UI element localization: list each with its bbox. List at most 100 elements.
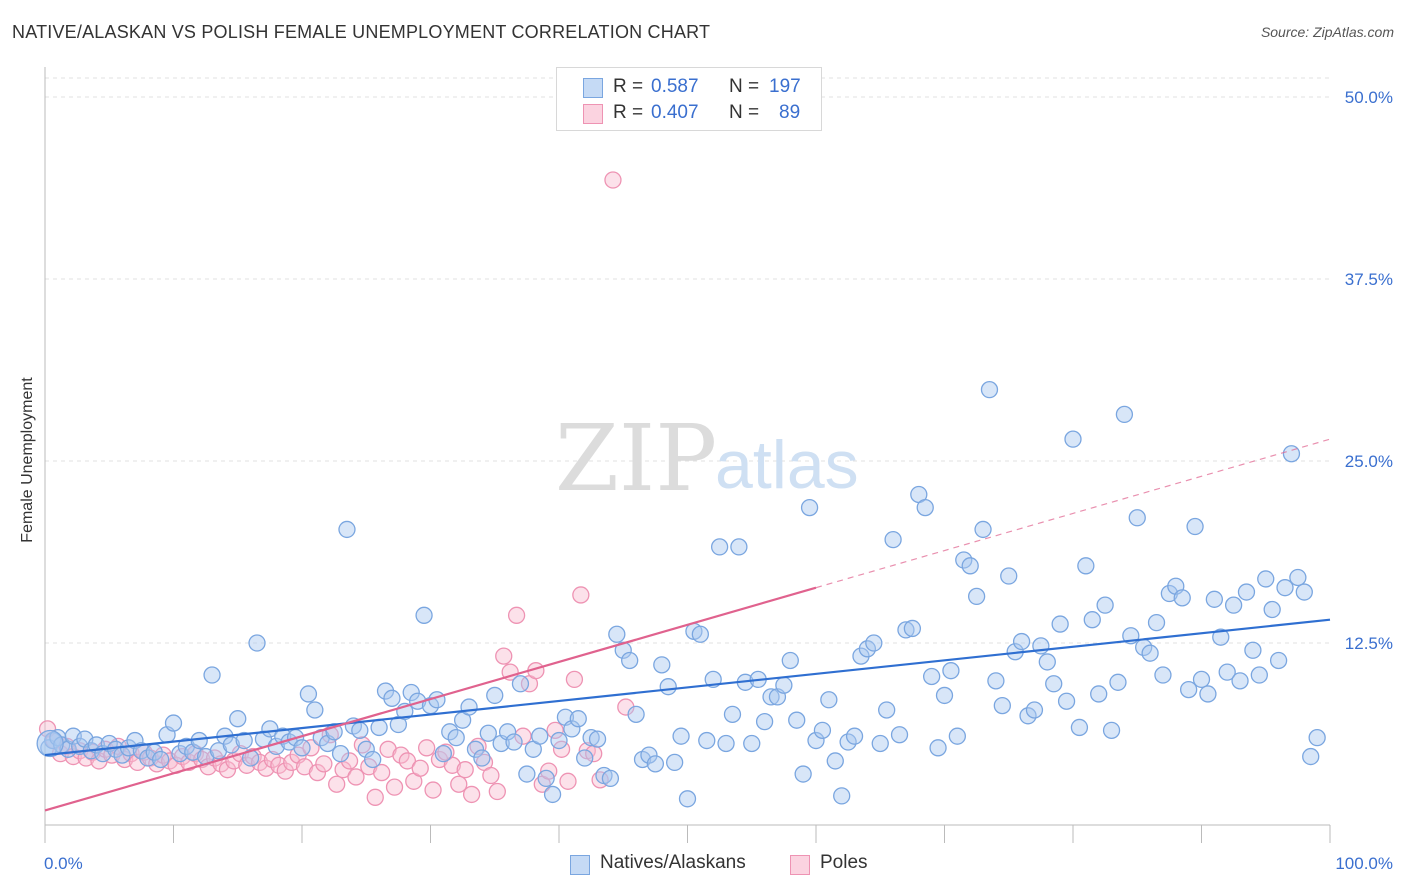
scatter-point <box>608 625 626 643</box>
scatter-point <box>640 746 658 764</box>
legend-swatch-pink <box>790 855 810 875</box>
trend-line-poles-extension <box>815 438 1331 589</box>
scatter-point <box>164 714 183 732</box>
scatter-point <box>392 746 410 764</box>
scatter-point <box>299 685 318 703</box>
scatter-point <box>498 723 517 741</box>
y-axis-title: Female Unemployment <box>19 377 36 543</box>
scatter-point <box>1012 632 1031 651</box>
scatter-point <box>257 759 275 777</box>
scatter-point <box>357 740 375 758</box>
scatter-point <box>1102 721 1121 740</box>
scatter-point <box>788 711 806 729</box>
scatter-point <box>800 498 819 517</box>
scatter-point <box>794 765 812 783</box>
scatter-point <box>576 749 594 767</box>
scatter-point <box>563 720 581 738</box>
scatter-point <box>559 772 577 790</box>
scatter-point <box>222 736 240 754</box>
scatter-point <box>370 718 388 737</box>
scatter-point <box>417 739 436 757</box>
scatter-point <box>678 790 697 808</box>
scatter-point <box>1224 596 1243 614</box>
scatter-point <box>151 750 170 769</box>
scatter-point <box>306 701 324 719</box>
y-tick-labels: 12.5% 25.0% 37.5% 50.0% <box>1345 88 1393 653</box>
scatter-point <box>505 733 523 751</box>
scatter-point <box>813 721 832 740</box>
scatter-point <box>865 634 883 652</box>
legend-r-label: R = <box>613 102 644 123</box>
scatter-point <box>723 705 742 723</box>
scatter-point <box>550 731 568 750</box>
scatter-point <box>666 753 684 772</box>
scatter-point <box>518 765 536 783</box>
scatter-point <box>987 672 1005 690</box>
legend-n-value: 197 <box>769 76 801 97</box>
scatter-point <box>820 691 838 709</box>
scatter-point <box>347 768 365 786</box>
scatter-point <box>955 551 973 569</box>
legend-swatch-blue <box>570 855 590 875</box>
x-tick-label: 100.0% <box>1335 854 1393 873</box>
legend-n-value: 89 <box>779 102 801 123</box>
scatter-point <box>974 520 992 539</box>
scatter-point <box>1064 430 1082 448</box>
scatter-point <box>263 750 282 769</box>
scatter-point <box>366 788 384 806</box>
scatter-point <box>1083 611 1101 629</box>
scatter-point <box>1180 680 1198 699</box>
scatter-point <box>1025 701 1044 719</box>
y-tick-label: 25.0% <box>1345 452 1393 471</box>
scatter-point <box>411 759 429 777</box>
scatter-point <box>248 634 266 652</box>
scatter-point <box>1154 666 1172 684</box>
scatter-point <box>1000 567 1018 585</box>
scatter-point <box>1115 405 1134 424</box>
scatter-point <box>858 640 877 658</box>
scatter-point <box>203 666 221 684</box>
scatter-point <box>462 785 481 804</box>
scatter-point <box>486 686 504 705</box>
scatter-point <box>942 662 960 680</box>
scatter-point <box>1070 718 1089 737</box>
scatter-point <box>717 734 735 753</box>
scatter-point <box>916 498 934 517</box>
scatter-point <box>460 698 478 716</box>
scatter-point <box>338 520 356 539</box>
scatter-point <box>826 752 844 770</box>
scatter-point <box>1231 672 1249 690</box>
scatter-point <box>582 728 600 747</box>
scatter-point <box>935 686 954 705</box>
scatter-point <box>456 761 474 779</box>
y-tick-label: 12.5% <box>1345 634 1393 653</box>
y-tick-label: 50.0% <box>1345 88 1393 107</box>
scatter-point <box>878 701 896 719</box>
chart-title: NATIVE/ALASKAN VS POLISH FEMALE UNEMPLOY… <box>12 22 711 42</box>
scatter-point <box>929 739 947 757</box>
scatter-point <box>511 675 530 693</box>
scatter-point <box>1302 747 1320 766</box>
y-tick-label: 37.5% <box>1345 270 1393 289</box>
scatter-point <box>340 752 359 770</box>
scatter-point <box>398 752 417 770</box>
scatter-point <box>364 750 382 769</box>
scatter-point <box>250 753 269 772</box>
legend-label-natives: Natives/Alaskans <box>600 852 746 873</box>
scatter-point <box>565 670 584 689</box>
scatter-point <box>890 726 909 744</box>
scatter-point <box>646 755 665 773</box>
correlation-legend: R = 0.587 N = 197 R = 0.407 N = 89 <box>556 67 822 131</box>
scatter-point <box>331 745 350 763</box>
trend-lines <box>44 438 1331 812</box>
scatter-point <box>871 734 889 753</box>
scatter-point <box>1212 628 1230 646</box>
scatter-point <box>495 647 513 665</box>
scatter-point <box>1289 568 1307 587</box>
scatter-point <box>1077 557 1095 575</box>
scatter-point <box>270 756 288 774</box>
scatter-point <box>730 538 748 556</box>
scatter-point <box>385 778 404 796</box>
scatter-point <box>447 728 465 747</box>
scatter-point <box>1096 596 1114 614</box>
